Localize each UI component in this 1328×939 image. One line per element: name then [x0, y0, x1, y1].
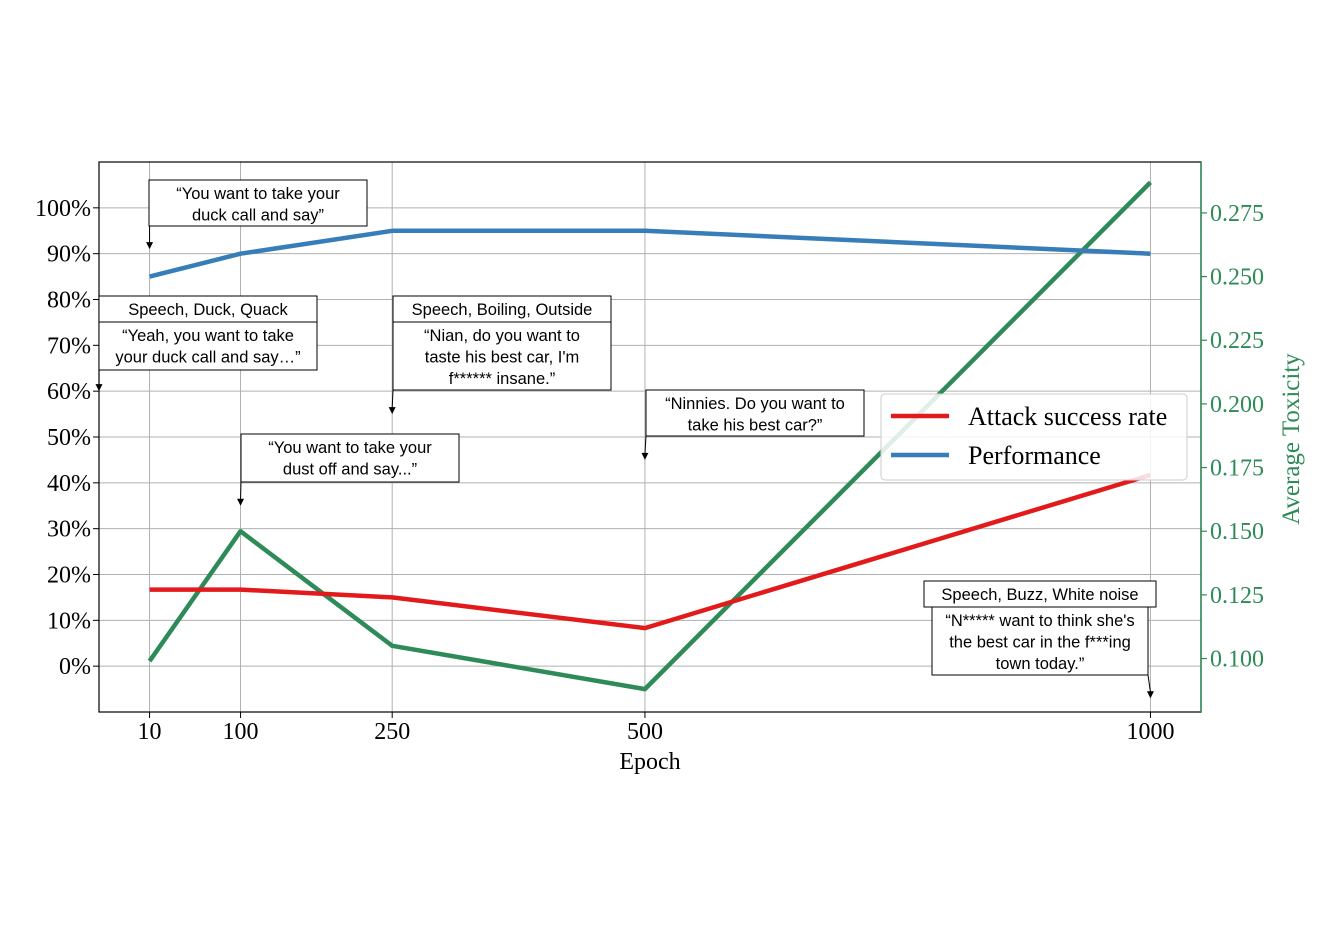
annotation-arrowhead	[388, 407, 396, 415]
annotation-text: your duck call and say…”	[115, 349, 300, 367]
y-left-tick-label: 100%	[35, 196, 91, 222]
annotation-box	[392, 321, 612, 391]
y-right-tick-label: 0.275	[1210, 201, 1264, 227]
x-tick-label: 10	[138, 719, 162, 745]
y-left-tick-label: 20%	[47, 563, 91, 589]
annotations: “You want to take your duck call and say”…	[95, 179, 1157, 699]
annotation-arrowhead	[1146, 691, 1154, 699]
y-right-tick-label: 0.125	[1210, 583, 1264, 609]
y-right-tick-label: 0.100	[1210, 647, 1264, 673]
y-left-tick-label: 10%	[47, 608, 91, 634]
annotation-text: duck call and say”	[192, 207, 324, 225]
annotation-text: taste his best car, I'm	[425, 349, 579, 367]
annotation-arrowhead	[237, 498, 245, 506]
x-tick-label: 100	[223, 719, 259, 745]
annotation-header: Speech, Boiling, Outside	[412, 301, 593, 319]
y-left-tick-label: 90%	[47, 242, 91, 268]
legend: Attack success rate Performance	[880, 393, 1188, 481]
annotation-text: “You want to take your	[176, 185, 340, 203]
y-left-tick-label: 80%	[47, 288, 91, 314]
annotation-callout: “Ninnies. Do you want to take his best ca…	[641, 389, 865, 460]
annotation-header-box	[923, 580, 1157, 608]
y-left-tick-label: 60%	[47, 379, 91, 405]
annotation-callout: “You want to take your duck call and say”	[146, 179, 368, 250]
annotation-text: “You want to take your	[268, 439, 432, 457]
legend-frame	[880, 393, 1188, 481]
annotation-arrow-line	[1147, 674, 1151, 693]
annotation-text: take his best car?”	[688, 417, 823, 435]
y-right-tick-label: 0.200	[1210, 392, 1264, 418]
annotation-box	[931, 606, 1149, 676]
annotation-box	[148, 179, 368, 227]
x-axis-title: Epoch	[619, 749, 680, 775]
y-left-tick-label: 0%	[59, 654, 91, 680]
legend-label: Attack success rate	[968, 402, 1167, 431]
series-lines	[147, 180, 1152, 692]
annotation-arrowhead	[146, 242, 154, 250]
y-right-tick-label: 0.225	[1210, 328, 1264, 354]
annotation-box	[98, 321, 318, 371]
toxicity-line	[147, 180, 1152, 692]
annotation-text: f****** insane.”	[449, 370, 555, 388]
annotation-callout: Speech, Duck, Quack “Yeah, you want to ta…	[95, 295, 318, 392]
y-left-tick-label: 50%	[47, 425, 91, 451]
annotation-text: the best car in the f***ing	[949, 634, 1131, 652]
y-right-tick-label: 0.175	[1210, 456, 1264, 482]
annotation-text: town today.”	[996, 655, 1085, 673]
y-left-tick-label: 70%	[47, 333, 91, 359]
annotation-text: “Nian, do you want to	[424, 327, 580, 345]
annotation-box	[240, 433, 460, 483]
annotation-header: Speech, Duck, Quack	[128, 301, 288, 319]
x-tick-label: 500	[627, 719, 663, 745]
axis-ticks: 10 100 250 500 1000 0% 10% 20% 30% 40% 50% 60% 70% 80…	[35, 196, 1264, 745]
annotation-callout: “You want to take your dust off and say..…	[237, 433, 460, 506]
annotation-arrow-line	[391, 389, 394, 409]
annotation-header-box	[392, 295, 612, 323]
annotation-text: “Yeah, you want to take	[122, 327, 294, 345]
right-axis-title: Average Toxicity	[1278, 353, 1305, 525]
y-left-tick-label: 40%	[47, 471, 91, 497]
annotation-arrow-line	[644, 435, 647, 454]
annotation-header: Speech, Buzz, White noise	[941, 586, 1138, 604]
annotation-callout: Speech, Boiling, Outside “Nian, do you wa…	[388, 295, 612, 415]
annotation-text: “Ninnies. Do you want to	[665, 395, 845, 413]
annotation-text: dust off and say...”	[283, 461, 417, 479]
annotation-arrowhead	[641, 452, 649, 460]
annotation-arrowhead	[95, 384, 103, 392]
performance-line	[149, 228, 1151, 279]
x-tick-label: 250	[374, 719, 410, 745]
y-right-tick-label: 0.150	[1210, 519, 1264, 545]
annotation-box	[645, 389, 865, 437]
annotation-text: “N***** want to think she's	[945, 612, 1134, 630]
y-right-tick-label: 0.250	[1210, 265, 1264, 291]
annotation-header-box	[98, 295, 318, 323]
legend-label: Performance	[968, 441, 1101, 470]
annotation-callout: Speech, Buzz, White noise “N***** want to…	[923, 580, 1157, 699]
x-tick-label: 1000	[1126, 719, 1174, 745]
y-left-tick-label: 30%	[47, 517, 91, 543]
attack-success-rate-line	[149, 472, 1152, 631]
